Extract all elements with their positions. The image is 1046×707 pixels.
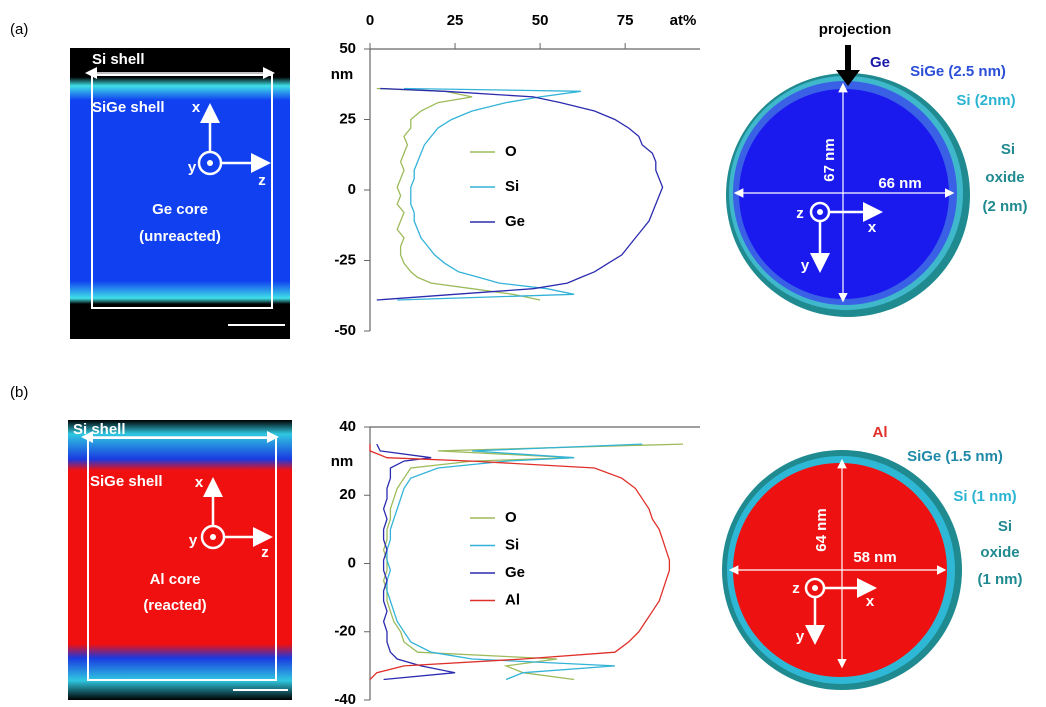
label: z [796,205,804,222]
series-line [369,444,671,680]
label: Ge [870,54,890,71]
label: (unreacted) [139,228,221,245]
legend-label: Al [505,591,520,608]
label: (a) [10,21,28,38]
label: Al [873,424,888,441]
y-tick-label: 40 [339,418,356,435]
label: z [792,580,800,597]
y-tick-label: 0 [348,554,356,571]
y-tick-label: -50 [334,322,356,339]
series-line [397,87,581,301]
label: 64 nm [813,508,830,551]
label: oxide [985,169,1024,186]
micrograph [68,420,292,700]
x-tick-label: 0 [366,12,374,29]
label: SiGe (2.5 nm) [910,63,1006,80]
y-tick-label: 0 [348,181,356,198]
label: Si (2nm) [956,92,1015,109]
label: z [261,544,269,561]
axis-dot [207,160,213,166]
label: (1 nm) [978,571,1023,588]
x-axis-label: at% [670,12,697,29]
label: projection [819,21,892,38]
legend-label: Ge [505,564,525,581]
x-tick-label: 50 [532,12,549,29]
core [739,89,949,299]
label: Si [1001,141,1015,158]
series-line [376,87,664,301]
axis-dot [812,585,818,591]
y-tick-label: 25 [339,110,356,127]
y-axis-label: nm [331,453,354,470]
y-tick-label: -20 [334,623,356,640]
label: 66 nm [878,175,921,192]
label: Si [998,518,1012,535]
label: y [801,257,810,274]
label: x [192,99,201,116]
label: y [796,628,805,645]
label: Si shell [92,51,145,68]
y-axis-label: nm [331,66,354,83]
axis-dot [817,209,823,215]
label: SiGe shell [90,473,163,490]
label: x [868,219,877,236]
label: (reacted) [143,597,206,614]
label: Al core [150,571,201,588]
series-line [376,443,456,681]
legend-label: Ge [505,213,525,230]
label: (b) [10,384,28,401]
legend-label: Si [505,536,519,553]
label: oxide [980,544,1019,561]
label: 58 nm [853,549,896,566]
label: Si shell [73,421,126,438]
y-tick-label: 20 [339,486,356,503]
axis-dot [210,534,216,540]
micrograph [70,48,290,339]
legend-label: Si [505,178,519,195]
y-tick-label: 50 [339,40,356,57]
label: (2 nm) [983,198,1028,215]
label: SiGe shell [92,99,165,116]
label: x [866,593,875,610]
x-tick-label: 25 [447,12,464,29]
label: Ge core [152,201,208,218]
projection-arrow [836,70,860,86]
label: z [258,172,266,189]
series-line [386,443,643,681]
series-line [376,87,541,301]
x-tick-label: 75 [617,12,634,29]
series-line [382,443,684,681]
label: 67 nm [821,138,838,181]
y-tick-label: -25 [334,251,356,268]
label: SiGe (1.5 nm) [907,448,1003,465]
legend-label: O [505,509,517,526]
label: Si (1 nm) [953,488,1016,505]
label: x [195,474,204,491]
label: y [189,532,198,549]
legend-label: O [505,143,517,160]
label: y [188,159,197,176]
y-tick-label: -40 [334,691,356,707]
